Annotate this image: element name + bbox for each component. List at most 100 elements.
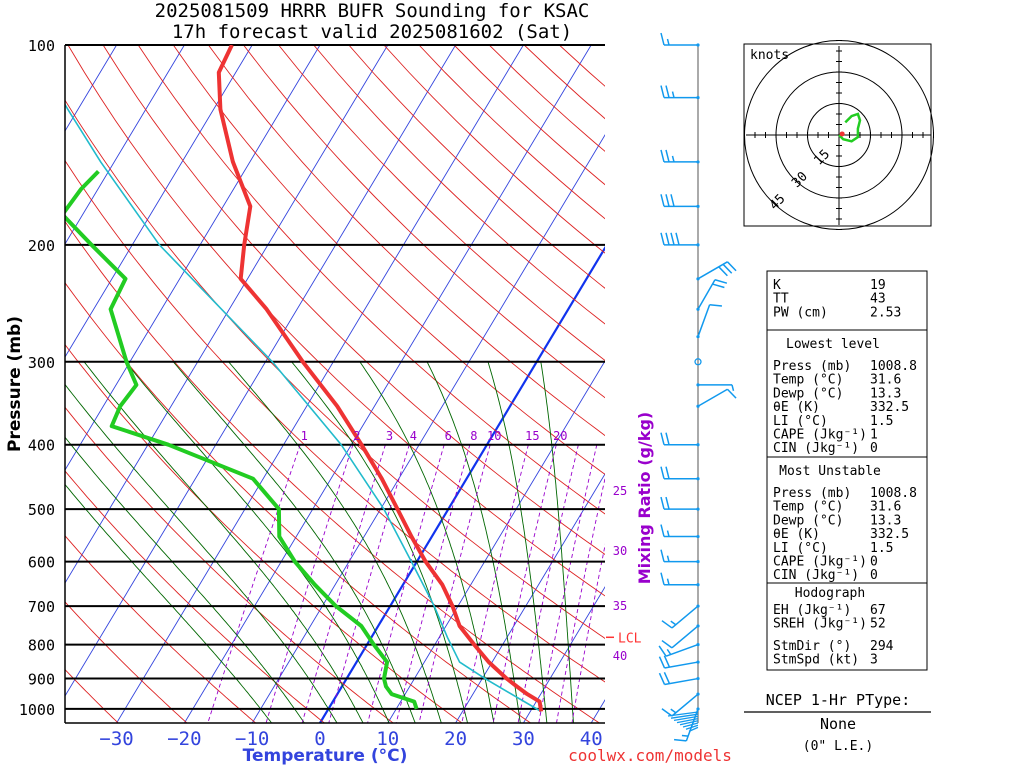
wind-barb-dot [696, 383, 700, 387]
chart-subtitle: 17h forecast valid 2025081602 (Sat) [172, 21, 572, 43]
wind-barb-flag [665, 85, 670, 98]
wind-barb-flag [718, 266, 728, 277]
index-label: CAPE (Jkg⁻¹) [773, 428, 867, 443]
dry-adiabat-line [278, 45, 605, 362]
ptype-value: None [820, 715, 856, 733]
hodograph-title: Hodograph [795, 586, 865, 601]
wind-barb-flag [660, 85, 665, 98]
index-value: 0 [870, 555, 878, 570]
wind-barb-flag [665, 232, 670, 246]
wind-barb-dot [696, 95, 700, 100]
x-axis-label: Temperature (°C) [243, 746, 408, 766]
wind-barb-flag [663, 671, 671, 684]
moist-adiabat-line [487, 361, 548, 723]
x-tick-label: −20 [167, 728, 201, 750]
moist-adiabat-line [65, 436, 305, 723]
wind-barb-staff [664, 661, 699, 669]
wind-barb-staff [697, 388, 728, 407]
wind-barb-dot [696, 277, 700, 281]
index-label: StmSpd (kt) [773, 653, 859, 668]
wind-barb-staff [671, 605, 699, 629]
mixing-ratio-line [328, 444, 410, 723]
wind-barb-dot [696, 583, 700, 587]
wind-barb [660, 432, 700, 447]
wind-barb-dot [696, 642, 700, 647]
mixing-ratio-tick-label: 25 [613, 484, 627, 498]
wind-barb-flag [661, 620, 673, 629]
index-label: K [773, 278, 781, 293]
mixing-ratio-tick-label: 35 [613, 599, 627, 613]
index-value: 19 [870, 278, 886, 293]
wind-barb-flag [665, 466, 670, 479]
x-tick-label: 0 [314, 728, 325, 750]
mixing-ratio-line [265, 444, 354, 723]
wind-barb-half-flag [666, 530, 670, 537]
index-label: LI (°C) [773, 541, 828, 556]
y-axis-label: Pressure (mb) [5, 316, 25, 452]
wind-barb-half-flag [666, 578, 670, 585]
isotherm-line [523, 586, 605, 723]
wind-barb-staff [671, 625, 699, 649]
wind-barb-dot [696, 404, 700, 408]
y-tick-label: 900 [28, 671, 55, 689]
index-label: SREH (Jkg⁻¹) [773, 617, 867, 632]
wind-barb [660, 232, 700, 247]
isotherm-line [387, 360, 605, 723]
mixing-ratio-tick-label: 6 [445, 429, 452, 443]
moist-adiabat-line [359, 361, 495, 723]
dry-adiabat-line [65, 99, 605, 639]
index-value: 43 [870, 292, 886, 307]
mixing-ratio-line [395, 444, 471, 723]
dry-adiabat-line [65, 406, 394, 723]
index-value: 0 [870, 441, 878, 456]
dry-adiabat-line [65, 601, 188, 723]
wind-barb-dot [696, 335, 700, 339]
dry-adiabat-line [65, 282, 531, 723]
moist-adiabat-line [291, 361, 469, 723]
index-label: PW (cm) [773, 305, 828, 320]
ptype-amount: (0" L.E.) [803, 739, 873, 754]
dry-adiabat-line [453, 45, 605, 186]
dry-adiabat-line [208, 45, 605, 437]
temperature-trace [216, 45, 544, 712]
mixing-ratio-line [538, 444, 598, 723]
wind-barbs [658, 32, 737, 742]
wind-barb [696, 303, 723, 339]
index-value: 2.53 [870, 305, 901, 320]
hodograph-trace [838, 112, 862, 143]
index-label: Press (mb) [773, 486, 851, 501]
wind-barb-dot [696, 443, 700, 447]
x-tick-label: 30 [512, 728, 535, 750]
isotherm-line [455, 473, 605, 723]
wind-barb [682, 722, 699, 728]
wind-barb-flag [709, 303, 723, 307]
wind-barb [660, 149, 700, 164]
index-value: 3 [870, 653, 878, 668]
wind-barb-flag [660, 524, 665, 537]
dry-adiabat-line [313, 45, 605, 325]
mixing-ratio-line [571, 543, 605, 723]
ptype-title: NCEP 1-Hr PType: [766, 691, 911, 709]
wind-barb-flag [665, 149, 670, 163]
wind-barb-flag [712, 283, 725, 289]
wind-barb-flag [660, 466, 665, 479]
y-tick-label: 100 [28, 37, 55, 55]
isotherm-line [65, 45, 185, 245]
moist-adiabat-line [83, 361, 364, 723]
wind-barb [660, 549, 700, 564]
dewpoint-trace [65, 170, 419, 710]
wind-barb [685, 724, 699, 730]
wind-barb-flag [658, 645, 667, 657]
dry-adiabat-line [383, 45, 605, 254]
index-label: Dewp (°C) [773, 386, 843, 401]
indices-table: Lowest level Most Unstable Hodograph K 19… [766, 270, 928, 671]
index-label: θE (K) [773, 527, 820, 542]
index-label: Press (mb) [773, 359, 851, 374]
wind-barb [696, 261, 737, 281]
wind-barb-flag [726, 261, 737, 272]
wind-barb-dot [696, 692, 700, 696]
index-label: EH (Jkg⁻¹) [773, 603, 851, 618]
dry-adiabat-line [137, 45, 605, 515]
isotherm-line [65, 45, 389, 584]
